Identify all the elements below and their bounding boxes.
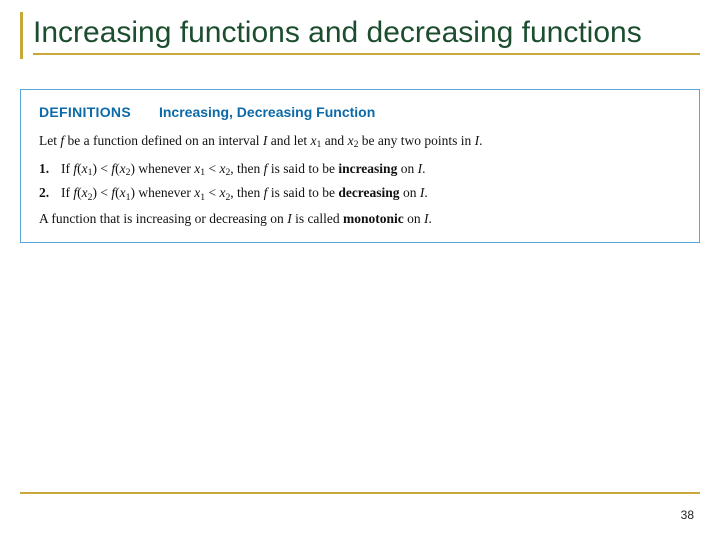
footer-rule <box>20 492 700 494</box>
definition-subtitle: Increasing, Decreasing Function <box>159 104 375 120</box>
title-underline: Increasing functions and decreasing func… <box>33 16 700 55</box>
definition-header: DEFINITIONS Increasing, Decreasing Funct… <box>39 104 681 122</box>
definition-box: DEFINITIONS Increasing, Decreasing Funct… <box>20 89 700 244</box>
title-block: Increasing functions and decreasing func… <box>20 12 700 59</box>
definition-label: DEFINITIONS <box>39 104 131 120</box>
definition-intro: Let f be a function defined on an interv… <box>39 132 681 150</box>
definition-note: A function that is increasing or decreas… <box>39 210 681 228</box>
slide-container: Increasing functions and decreasing func… <box>0 0 720 540</box>
page-title: Increasing functions and decreasing func… <box>33 16 700 51</box>
item-text: If f(x1) < f(x2) whenever x1 < x2, then … <box>61 160 425 178</box>
page-number: 38 <box>681 508 694 522</box>
list-item: 2. If f(x2) < f(x1) whenever x1 < x2, th… <box>39 184 681 202</box>
item-number: 1. <box>39 160 61 178</box>
definition-list: 1. If f(x1) < f(x2) whenever x1 < x2, th… <box>39 160 681 202</box>
item-text: If f(x2) < f(x1) whenever x1 < x2, then … <box>61 184 428 202</box>
list-item: 1. If f(x1) < f(x2) whenever x1 < x2, th… <box>39 160 681 178</box>
item-number: 2. <box>39 184 61 202</box>
